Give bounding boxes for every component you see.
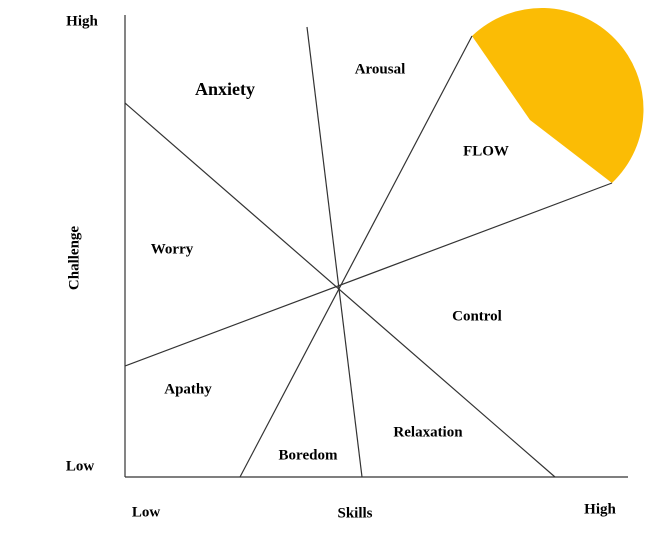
y-high-label: High: [66, 13, 98, 29]
region-label: Arousal: [355, 61, 406, 77]
divider: [124, 102, 556, 478]
y-low-label: Low: [66, 458, 95, 474]
region-label: Apathy: [164, 381, 212, 397]
x-axis-title: Skills: [337, 505, 372, 521]
divider: [306, 26, 363, 478]
divider: [124, 182, 613, 367]
y-axis-title: Challenge: [66, 226, 82, 291]
x-high-label: High: [584, 501, 616, 517]
region-label: Worry: [151, 241, 194, 257]
region-label: Control: [452, 308, 502, 324]
divider: [239, 35, 473, 478]
region-label: Anxiety: [195, 79, 255, 99]
region-label: Boredom: [279, 447, 338, 463]
x-low-label: Low: [132, 504, 161, 520]
region-label: FLOW: [463, 143, 509, 159]
region-label: Relaxation: [393, 424, 463, 440]
flow-highlight: [472, 7, 644, 183]
